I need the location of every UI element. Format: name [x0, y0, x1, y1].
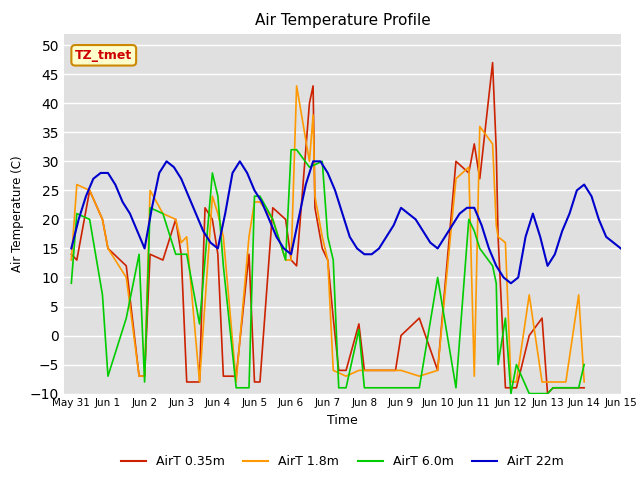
Y-axis label: Air Temperature (C): Air Temperature (C) — [12, 156, 24, 272]
Title: Air Temperature Profile: Air Temperature Profile — [255, 13, 430, 28]
Text: TZ_tmet: TZ_tmet — [75, 49, 132, 62]
X-axis label: Time: Time — [327, 414, 358, 427]
Legend: AirT 0.35m, AirT 1.8m, AirT 6.0m, AirT 22m: AirT 0.35m, AirT 1.8m, AirT 6.0m, AirT 2… — [116, 450, 569, 473]
